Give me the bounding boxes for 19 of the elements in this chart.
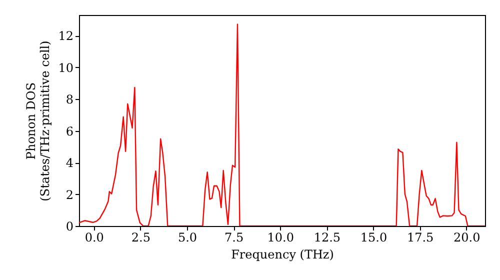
x-axis-title: Frequency (THz) bbox=[231, 248, 334, 262]
x-tick-label: 15.0 bbox=[360, 230, 388, 244]
y-tick-label: 0 bbox=[66, 220, 74, 234]
x-tick-label: 5.0 bbox=[178, 230, 198, 244]
x-tick-label: 17.5 bbox=[406, 230, 434, 244]
x-tick-label: 7.5 bbox=[224, 230, 244, 244]
x-tick-label: 20.0 bbox=[454, 230, 480, 244]
y-axis-title: Phonon DOS (States/THz·primitive cell) bbox=[24, 40, 52, 202]
y-tick-label: 6 bbox=[66, 124, 74, 138]
y-tick-label: 8 bbox=[66, 92, 74, 107]
y-tick-label: 12 bbox=[58, 29, 74, 44]
line-series bbox=[79, 24, 485, 226]
y-tick-label: 4 bbox=[66, 156, 74, 170]
y-tick-label: 2 bbox=[66, 188, 74, 202]
x-tick-label: 12.5 bbox=[314, 230, 341, 244]
x-tick-label: 2.5 bbox=[131, 230, 151, 244]
x-tick-label: 10.0 bbox=[267, 230, 294, 244]
y-tick-label: 10 bbox=[58, 60, 74, 75]
x-tick-label: 0.0 bbox=[84, 230, 104, 244]
